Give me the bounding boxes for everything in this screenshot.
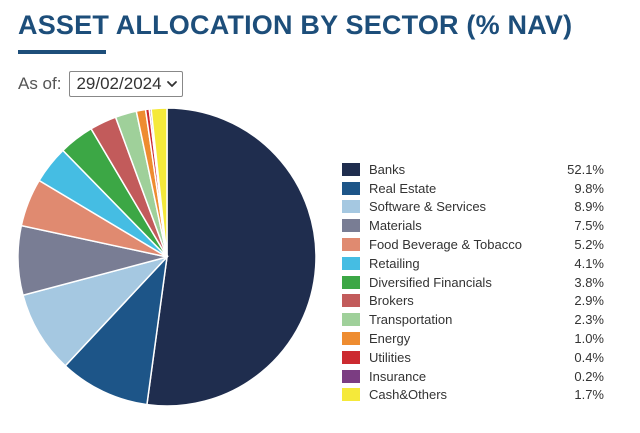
pie-slice-real-estate[interactable] [64, 254, 169, 406]
legend-item[interactable]: Diversified Financials 3.8% [342, 273, 604, 292]
legend-swatch [342, 162, 360, 176]
legend-value: 1.0% [574, 331, 604, 347]
legend-label: Retailing [369, 255, 420, 271]
as-of-label: As of: [18, 74, 62, 93]
legend-item[interactable]: Transportation 2.3% [342, 310, 604, 329]
legend-value: 3.8% [574, 274, 604, 290]
legend-swatch [342, 332, 360, 346]
legend-item[interactable]: Food Beverage & Tobacco 5.2% [342, 235, 604, 254]
pie-slice-software-services[interactable] [22, 255, 170, 367]
legend-item[interactable]: Energy 1.0% [342, 329, 604, 348]
legend-label: Utilities [369, 349, 411, 365]
legend-swatch [342, 369, 360, 383]
pie-slice-banks[interactable] [146, 107, 317, 407]
legend-label: Real Estate [369, 180, 437, 196]
legend-swatch [342, 181, 360, 195]
legend-label: Transportation [369, 312, 453, 328]
legend-label: Materials [369, 218, 422, 234]
legend-value: 9.8% [574, 180, 604, 196]
legend-value: 2.9% [574, 293, 604, 309]
as-of-control: As of: 29/02/2024 [18, 71, 183, 97]
legend-item[interactable]: Insurance 0.2% [342, 367, 604, 386]
legend-swatch [342, 219, 360, 233]
legend-value: 7.5% [574, 218, 604, 234]
legend-item[interactable]: Software & Services 8.9% [342, 198, 604, 217]
legend-value: 0.2% [574, 368, 604, 384]
date-select[interactable]: 29/02/2024 [69, 71, 183, 97]
legend-value: 2.3% [574, 312, 604, 328]
legend-swatch [342, 238, 360, 252]
title-underline [18, 50, 106, 54]
legend-value: 5.2% [574, 237, 604, 253]
legend-label: Software & Services [369, 199, 487, 215]
legend-swatch [342, 294, 360, 308]
date-select-value: 29/02/2024 [76, 74, 162, 93]
legend-item[interactable]: Cash&Others 1.7% [342, 386, 604, 405]
legend-label: Food Beverage & Tobacco [369, 237, 522, 253]
legend-value: 8.9% [574, 199, 604, 215]
legend-value: 0.4% [574, 349, 604, 365]
legend-label: Cash&Others [369, 387, 448, 403]
legend-item[interactable]: Real Estate 9.8% [342, 179, 604, 198]
legend-item[interactable]: Materials 7.5% [342, 216, 604, 235]
legend-swatch [342, 350, 360, 364]
chevron-down-icon [166, 81, 177, 87]
legend-swatch [342, 256, 360, 270]
legend-swatch [342, 275, 360, 289]
legend-label: Brokers [369, 293, 414, 309]
chart-title: ASSET ALLOCATION BY SECTOR (% NAV) [18, 10, 573, 40]
legend-item[interactable]: Banks 52.1% [342, 160, 604, 179]
legend-item[interactable]: Retailing 4.1% [342, 254, 604, 273]
legend-swatch [342, 388, 360, 402]
legend-item[interactable]: Brokers 2.9% [342, 292, 604, 311]
legend-value: 1.7% [574, 387, 604, 403]
pie-slice-cash-others[interactable] [150, 107, 168, 258]
legend-swatch [342, 313, 360, 327]
legend-label: Banks [369, 161, 406, 177]
legend-label: Diversified Financials [369, 274, 492, 290]
legend-value: 4.1% [574, 255, 604, 271]
pie-chart [17, 107, 317, 407]
chart-legend: Banks 52.1% Real Estate 9.8% Software & Serv… [342, 160, 604, 404]
legend-label: Energy [369, 331, 411, 347]
legend-swatch [342, 200, 360, 214]
legend-item[interactable]: Utilities 0.4% [342, 348, 604, 367]
legend-value: 52.1% [567, 161, 604, 177]
legend-label: Insurance [369, 368, 427, 384]
